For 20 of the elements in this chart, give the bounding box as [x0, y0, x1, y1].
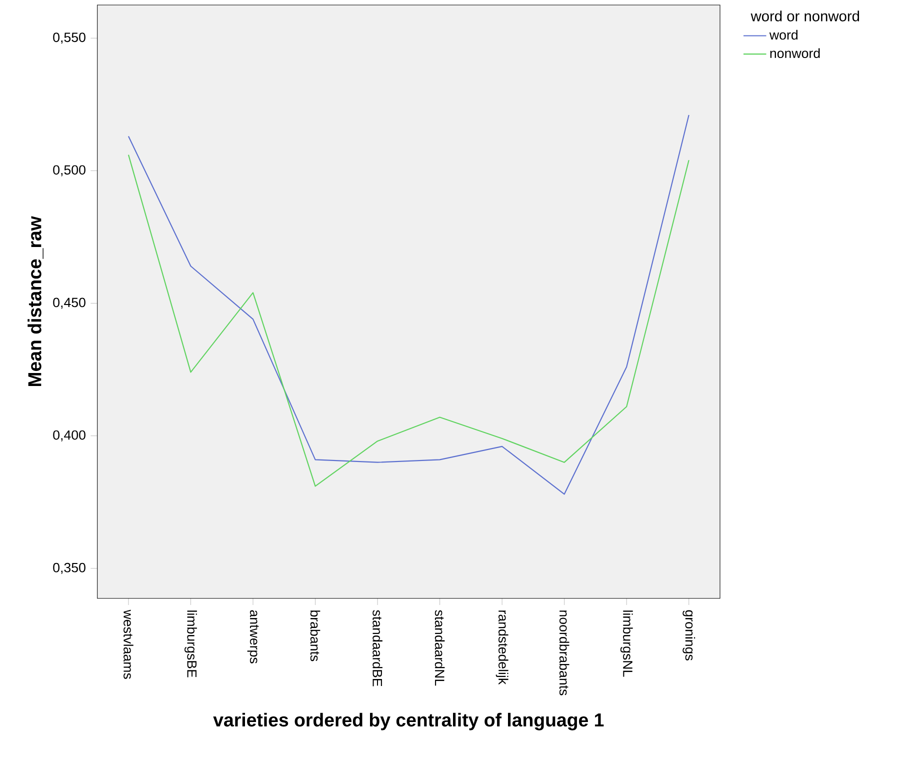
y-tick-label: 0,500: [53, 165, 86, 176]
x-tick-label: limburgsBE: [184, 610, 197, 678]
x-tick-label: standaardBE: [372, 610, 382, 686]
x-tick-label: limburgsNL: [620, 610, 633, 677]
y-tick-label: 0,400: [53, 430, 86, 442]
x-axis-title: varieties ordered by centrality of language 1: [213, 712, 604, 730]
y-tick-label: 0,550: [53, 32, 86, 44]
x-tick-label: gronings: [682, 610, 696, 660]
legend-label: word: [769, 30, 798, 40]
x-tick-label: westvlaams: [124, 610, 134, 679]
x-tick-label: noordbrabants: [559, 610, 570, 696]
y-tick-label: 0,450: [53, 298, 86, 309]
legend-label: nonword: [770, 48, 820, 58]
legend-title: word or nonword: [750, 10, 860, 22]
x-tick-label: standaardNL: [434, 610, 445, 686]
x-tick-label: randstedelijk: [496, 610, 508, 685]
x-tick-label: brabants: [310, 610, 320, 662]
x-tick-label: antwerps: [247, 610, 259, 664]
y-tick-label: 0,350: [53, 562, 86, 574]
y-axis-title: Mean distance_raw: [28, 216, 44, 386]
